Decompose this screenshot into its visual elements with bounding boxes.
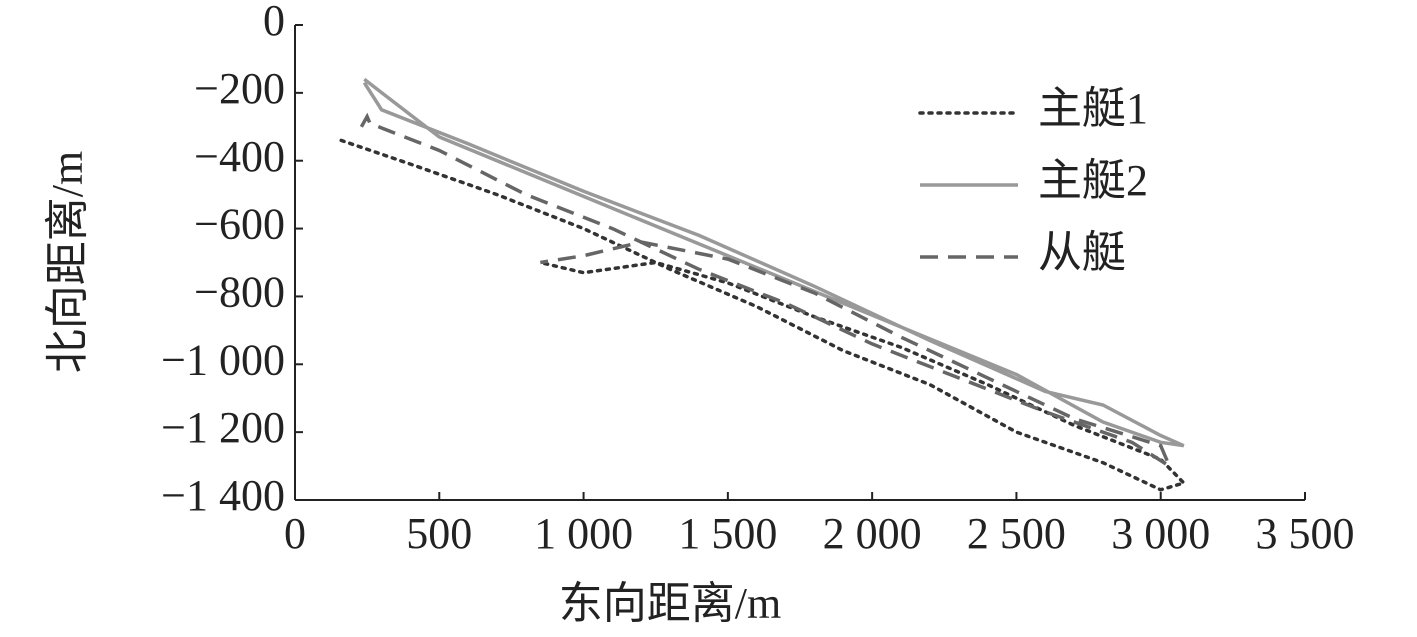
x-tick-label: 0 (284, 509, 306, 558)
x-tick-label: 3 000 (1111, 509, 1210, 558)
y-tick-label: 0 (263, 0, 285, 45)
x-tick-label: 500 (406, 509, 472, 558)
legend-label: 主艇1 (1038, 84, 1148, 133)
y-tick-label: −1 000 (161, 335, 285, 384)
legend-label: 主艇2 (1038, 156, 1148, 205)
y-axis-label: 北向距离/m (43, 151, 92, 373)
series-line (359, 112, 1174, 471)
x-tick-label: 1 500 (678, 509, 777, 558)
y-tick-label: −1 200 (161, 403, 285, 452)
legend-label: 从艇 (1038, 228, 1126, 277)
series-line (362, 77, 1185, 448)
x-tick-label: 2 000 (823, 509, 922, 558)
x-tick-label: 3 500 (1256, 509, 1355, 558)
x-axis-label: 东向距离/m (559, 579, 781, 628)
x-tick-label: 1 000 (534, 509, 633, 558)
y-tick-label: −200 (194, 64, 285, 113)
series-line (339, 138, 1188, 492)
y-tick-label: −800 (194, 268, 285, 317)
y-tick-label: −400 (194, 132, 285, 181)
y-tick-label: −1 400 (161, 471, 285, 520)
y-tick-label: −600 (194, 200, 285, 249)
x-tick-label: 2 500 (967, 509, 1066, 558)
